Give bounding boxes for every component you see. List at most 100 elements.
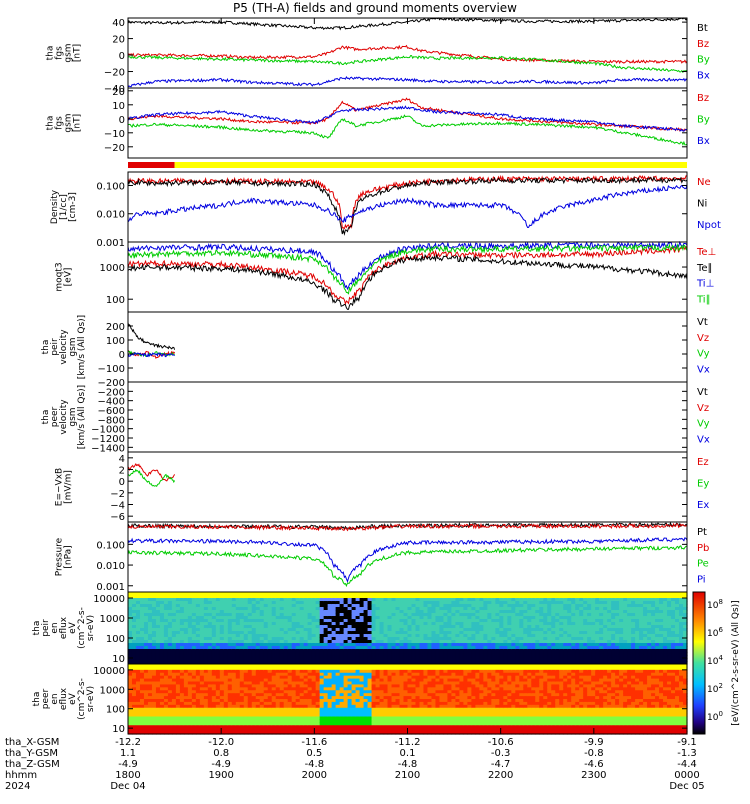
series-Pi-line bbox=[128, 538, 687, 582]
xaxis-value: -12.0 bbox=[208, 737, 234, 748]
ytick-label: 0.001 bbox=[96, 238, 125, 249]
legend-Ey: Ey bbox=[697, 478, 709, 489]
ytick-label: 10 bbox=[112, 654, 125, 665]
colorbar-tick: 100 bbox=[707, 710, 723, 723]
legend-Vx: Vx bbox=[697, 434, 710, 445]
series-Ez-line bbox=[128, 464, 175, 481]
series-Vt-line bbox=[128, 323, 175, 350]
xaxis-value: 1800 bbox=[115, 770, 140, 781]
ytick-label: 0.010 bbox=[96, 561, 125, 572]
legend-Ti: Ti∥ bbox=[696, 294, 711, 305]
fgs_gsm_zoom-frame bbox=[128, 88, 687, 158]
ylabel-line: [km/s (All Qs)] bbox=[77, 315, 87, 379]
ylabel-line: [eV] bbox=[64, 268, 74, 287]
ytick-label: 1000 bbox=[100, 685, 125, 696]
xaxis-value: -11.6 bbox=[301, 737, 327, 748]
xaxis-date-start: Dec 04 bbox=[110, 781, 145, 792]
series-By-line bbox=[128, 115, 687, 145]
xaxis-value: -4.9 bbox=[211, 759, 231, 770]
efield-frame bbox=[128, 452, 687, 522]
xaxis-row-label: hhmm bbox=[5, 770, 37, 781]
xaxis-date-end: Dec 05 bbox=[669, 781, 704, 792]
colorbar-label: [eV/(cm^2-s-sr-eV) (All Qs)] bbox=[731, 600, 741, 725]
colorbar-tick: 106 bbox=[707, 626, 723, 639]
xaxis-value: -12.2 bbox=[115, 737, 141, 748]
xaxis-value: -9.9 bbox=[584, 737, 604, 748]
ytick-label: −4 bbox=[110, 501, 125, 512]
ytick-label: 10 bbox=[112, 724, 125, 735]
legend-Pb: Pb bbox=[697, 543, 709, 554]
ytick-label: −10 bbox=[104, 129, 125, 140]
xaxis-value: -4.8 bbox=[305, 759, 325, 770]
xaxis-value: 0.8 bbox=[213, 748, 229, 759]
ylabel-line: [nT] bbox=[73, 44, 83, 62]
xaxis-value: -0.3 bbox=[491, 748, 511, 759]
colorbar-tick: 108 bbox=[707, 598, 723, 611]
ytick-label: 0.001 bbox=[96, 582, 125, 593]
xaxis-value: 2200 bbox=[488, 770, 513, 781]
legend-Pt: Pt bbox=[697, 527, 707, 538]
xaxis-value: 1900 bbox=[208, 770, 233, 781]
ytick-label: 1000 bbox=[100, 614, 125, 625]
xaxis-value: -4.6 bbox=[584, 759, 604, 770]
peer_velocity-frame bbox=[128, 382, 687, 452]
legend-Vt: Vt bbox=[697, 387, 708, 398]
series-Ti-line bbox=[128, 245, 687, 294]
legend-Te: Te∥ bbox=[696, 263, 713, 274]
xaxis-value: -0.8 bbox=[584, 748, 604, 759]
xaxis-value: 0.1 bbox=[400, 748, 416, 759]
series-Bz-line bbox=[128, 46, 687, 63]
xaxis-value: 0000 bbox=[674, 770, 699, 781]
legend-Vt: Vt bbox=[697, 317, 708, 328]
ytick-label: −2 bbox=[110, 489, 125, 500]
legend-Bz: Bz bbox=[697, 39, 709, 50]
series-By-line bbox=[128, 56, 687, 73]
xaxis-value: -4.7 bbox=[491, 759, 511, 770]
peer_en_eflux-spectrogram bbox=[128, 664, 688, 735]
series-Npot-line bbox=[128, 184, 687, 227]
status-bar-segment bbox=[128, 162, 175, 168]
xaxis-value: 0.5 bbox=[306, 748, 322, 759]
legend-Bz: Bz bbox=[697, 93, 709, 104]
legend-Pe: Pe bbox=[697, 559, 709, 570]
colorbar bbox=[693, 592, 705, 734]
ytick-label: 1000 bbox=[100, 263, 125, 274]
ytick-label: −20 bbox=[104, 143, 125, 154]
ytick-label: 0.100 bbox=[96, 540, 125, 551]
ytick-label: 2 bbox=[119, 466, 125, 477]
ytick-label: 20 bbox=[112, 87, 125, 98]
ylabel-line: [mV/m] bbox=[64, 470, 74, 504]
xaxis-value: -4.4 bbox=[677, 759, 697, 770]
xaxis-value: 2100 bbox=[395, 770, 420, 781]
xaxis-year: 2024 bbox=[5, 781, 30, 792]
legend-Ni: Ni bbox=[697, 198, 707, 209]
ytick-label: 100 bbox=[106, 705, 125, 716]
ytick-label: 10 bbox=[112, 101, 125, 112]
ytick-label: 0.100 bbox=[96, 181, 125, 192]
ytick-label: −20 bbox=[104, 68, 125, 79]
legend-Bx: Bx bbox=[697, 136, 710, 147]
peir_velocity-frame bbox=[128, 312, 687, 382]
xaxis-value: 1.1 bbox=[120, 748, 136, 759]
legend-By: By bbox=[697, 55, 710, 66]
xaxis-row-label: tha_Z-GSM bbox=[5, 759, 60, 770]
xaxis-value: -4.8 bbox=[398, 759, 418, 770]
xaxis-value: 2000 bbox=[302, 770, 327, 781]
ytick-label: 0 bbox=[119, 350, 125, 361]
series-Pe-line bbox=[128, 546, 687, 586]
legend-Bt: Bt bbox=[697, 23, 708, 34]
legend-Vy: Vy bbox=[697, 419, 710, 430]
legend-Npot: Npot bbox=[697, 220, 721, 231]
colorbar-tick: 104 bbox=[707, 654, 723, 667]
ytick-label: 0 bbox=[119, 51, 125, 62]
legend-Vz: Vz bbox=[697, 403, 709, 414]
ytick-label: −1400 bbox=[91, 443, 125, 454]
legend-Ex: Ex bbox=[697, 500, 709, 511]
pressure-frame bbox=[128, 522, 687, 592]
ytick-label: 100 bbox=[106, 336, 125, 347]
xaxis-value: -10.6 bbox=[488, 737, 514, 748]
xaxis-value: -4.9 bbox=[118, 759, 138, 770]
xaxis-value: -9.1 bbox=[677, 737, 697, 748]
ytick-label: 10000 bbox=[93, 594, 125, 605]
